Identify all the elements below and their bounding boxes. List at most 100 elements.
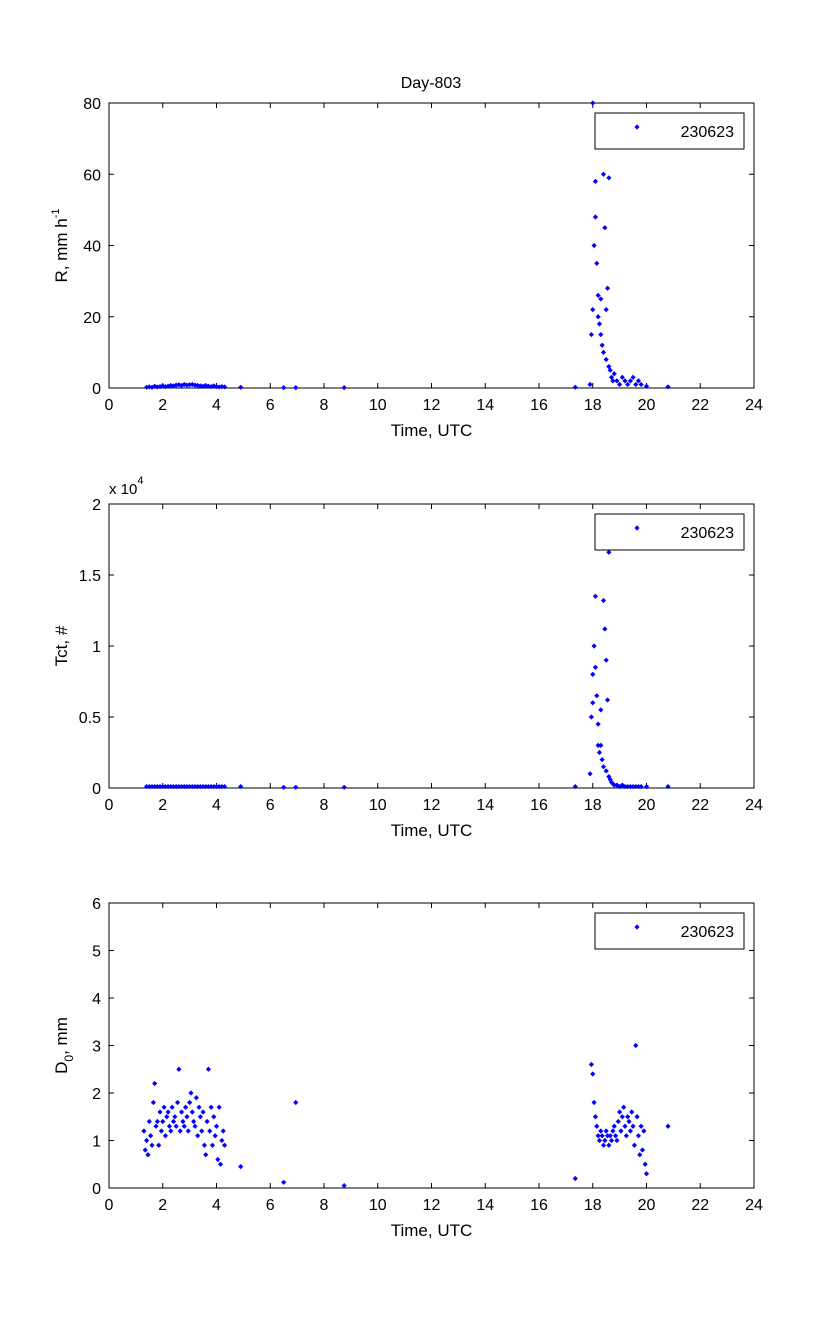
data-point — [216, 384, 222, 390]
data-point — [604, 697, 611, 703]
data-point — [196, 1104, 202, 1110]
data-point — [213, 1123, 220, 1129]
data-point — [633, 783, 639, 790]
data-point — [187, 783, 193, 790]
data-point — [176, 783, 182, 790]
x-tick-label: 14 — [476, 797, 494, 814]
x-tick-label: 18 — [584, 797, 602, 814]
data-point — [281, 1179, 287, 1185]
data-point — [610, 378, 616, 384]
data-point — [607, 1133, 613, 1139]
data-point — [615, 1118, 621, 1125]
data-point — [211, 1114, 217, 1120]
data-point — [181, 1123, 187, 1129]
legend-box — [594, 513, 745, 551]
x-axis-label: Time, UTC — [391, 821, 473, 840]
data-point — [203, 382, 209, 389]
data-point — [622, 378, 628, 384]
x-tick-label: 4 — [212, 1197, 221, 1214]
data-point — [157, 783, 163, 790]
x-tick-label: 24 — [745, 397, 763, 414]
x-tick-label: 24 — [745, 797, 763, 814]
data-point — [200, 783, 206, 790]
legend-marker — [634, 924, 640, 930]
data-point — [606, 549, 612, 555]
data-point — [156, 1142, 162, 1148]
y-tick-label: 20 — [83, 310, 101, 327]
data-point — [160, 783, 166, 790]
x-tick-label: 14 — [476, 397, 494, 414]
data-point — [599, 757, 605, 763]
data-point — [211, 383, 217, 389]
data-point — [598, 296, 604, 302]
data-point — [633, 381, 639, 388]
y-axis-exponent: x 104 — [109, 475, 143, 498]
data-point — [665, 384, 671, 390]
x-tick-label: 22 — [691, 1197, 709, 1214]
y-tick-label: 1 — [92, 1134, 101, 1151]
data-point — [622, 783, 628, 790]
data-point — [192, 382, 198, 388]
data-point — [634, 1114, 640, 1120]
data-point — [173, 783, 179, 790]
data-point — [635, 1133, 642, 1139]
data-point — [627, 378, 633, 384]
data-point — [595, 721, 601, 727]
data-point — [215, 1156, 221, 1163]
data-point — [607, 367, 613, 373]
data-point — [631, 1142, 638, 1148]
figure-title: Day-803 — [401, 75, 462, 92]
data-point — [595, 1133, 601, 1139]
data-point — [592, 664, 599, 670]
data-point — [195, 382, 201, 389]
x-axis-label: Time, UTC — [391, 421, 473, 440]
x-tick-label: 6 — [266, 797, 275, 814]
data-point — [592, 178, 599, 184]
data-point — [619, 782, 625, 788]
data-point — [600, 764, 607, 770]
data-point — [622, 1123, 628, 1129]
data-point — [146, 384, 152, 390]
data-point — [607, 776, 613, 783]
y-axis-label-tail: , mm — [52, 1017, 71, 1055]
data-point — [170, 1118, 177, 1125]
data-point — [164, 1114, 170, 1120]
data-point — [238, 1164, 244, 1170]
data-point — [603, 307, 609, 313]
data-point — [281, 784, 287, 790]
data-point — [572, 384, 578, 390]
data-point — [603, 356, 609, 363]
data-point — [598, 707, 604, 713]
data-point — [162, 1133, 169, 1139]
y-tick-label: 6 — [92, 896, 101, 913]
data-point — [221, 783, 228, 790]
data-point — [618, 1128, 624, 1134]
data-point — [216, 783, 222, 790]
data-point — [635, 783, 642, 790]
y-tick-label: 80 — [83, 96, 101, 113]
data-point — [625, 381, 631, 388]
data-point — [180, 1118, 186, 1125]
y-axis-label-subscript: 0 — [62, 1055, 76, 1062]
x-tick-label: 12 — [423, 1197, 441, 1214]
x-tick-label: 16 — [530, 1197, 548, 1214]
data-point — [627, 1128, 633, 1134]
data-point — [201, 1142, 208, 1148]
data-point — [608, 1137, 615, 1144]
y-axis-exponent-power: 4 — [137, 475, 143, 487]
data-point — [178, 382, 185, 389]
y-tick-label: 60 — [83, 167, 101, 184]
data-point — [639, 1147, 646, 1153]
data-point — [604, 1133, 611, 1139]
data-point — [619, 374, 625, 380]
data-point — [208, 383, 214, 390]
x-tick-label: 0 — [105, 797, 114, 814]
data-point — [217, 1161, 224, 1167]
data-point — [189, 1109, 195, 1115]
y-tick-label: 5 — [92, 944, 101, 961]
y-axis-label: R, mm h-1 — [50, 208, 71, 282]
data-point — [144, 783, 150, 790]
data-point — [168, 382, 174, 389]
data-point — [638, 783, 644, 790]
x-tick-label: 20 — [638, 397, 656, 414]
